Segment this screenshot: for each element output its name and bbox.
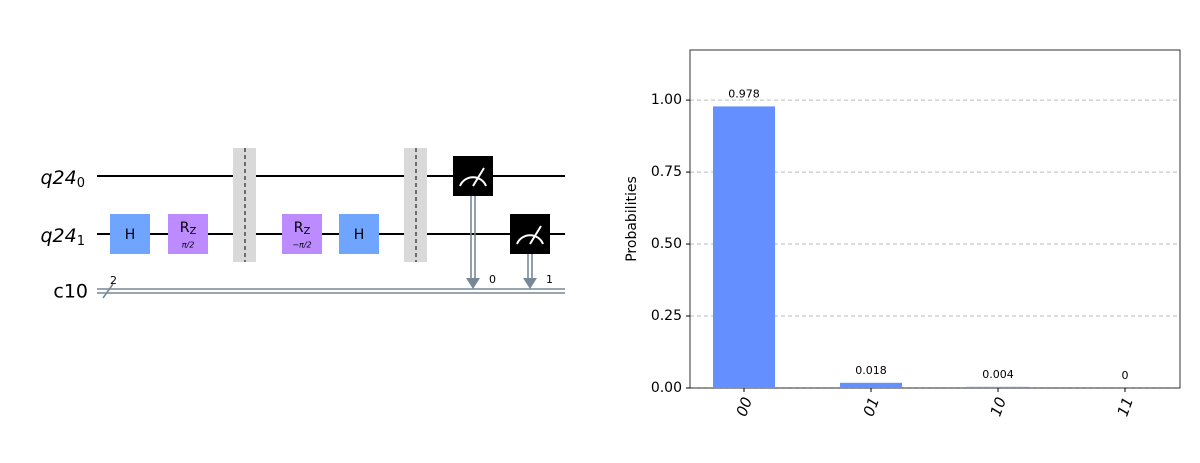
gate-param: −π/2 (292, 241, 311, 250)
value-label: 0 (1122, 369, 1129, 382)
circuit: q240 q241 c10 2 H RZ π/2 RZ −π/2 H 0 1 (40, 148, 565, 303)
measure-bit: 0 (489, 273, 496, 286)
y-tick-label: 0.25 (651, 308, 682, 324)
wire-index: 0 (77, 176, 85, 191)
x-tick-label: 01 (860, 395, 883, 419)
x-tick-label: 10 (987, 395, 1010, 419)
meter-icon (459, 167, 487, 187)
gate-sub: Z (189, 226, 196, 237)
value-label: 0.018 (855, 364, 887, 377)
y-axis-label: Probabilities (624, 176, 640, 262)
bar (967, 386, 1029, 388)
wire-label: q240 (40, 167, 85, 191)
measure-arrow (466, 278, 480, 289)
gate-param: π/2 (182, 241, 195, 250)
value-label: 0.004 (982, 368, 1014, 381)
axes-frame (689, 49, 1181, 389)
gate-name: R (294, 220, 304, 236)
y-tick-label: 0.75 (651, 164, 682, 180)
gate-label: RZ (294, 220, 311, 237)
value-label: 0.978 (728, 87, 760, 100)
rz-gate (282, 214, 322, 254)
bar (713, 106, 775, 389)
measure-arrow (523, 278, 537, 289)
y-tick-label: 0.50 (651, 236, 682, 252)
y-tick-label: 0.00 (651, 380, 682, 396)
wire-index: 1 (77, 234, 85, 249)
x-tick-label: 00 (733, 395, 756, 419)
clbit-size: 2 (110, 274, 117, 287)
histogram: Probabilities 0.00 0.25 0.50 0.75 1.00 0.978 0… (624, 49, 1181, 419)
measure-gate (453, 156, 493, 196)
y-tick-label: 1.00 (651, 92, 682, 108)
wire-name: q24 (40, 167, 76, 189)
gate-name: R (180, 220, 190, 236)
clbit-label: c10 (53, 281, 88, 303)
bar (840, 382, 902, 388)
h-gate (339, 214, 379, 254)
measure-bit: 1 (546, 273, 553, 286)
meter-icon (516, 225, 544, 245)
gate-label: H (125, 227, 136, 243)
bundle-slash (102, 283, 114, 299)
wire-name: q24 (40, 225, 76, 247)
x-tick-label: 11 (1114, 395, 1137, 419)
rz-gate (168, 214, 208, 254)
wire-label: q241 (40, 225, 85, 249)
h-gate (110, 214, 150, 254)
measure-gate (510, 214, 550, 254)
gate-label: H (354, 227, 365, 243)
gate-sub: Z (303, 226, 310, 237)
gate-label: RZ (180, 220, 197, 237)
